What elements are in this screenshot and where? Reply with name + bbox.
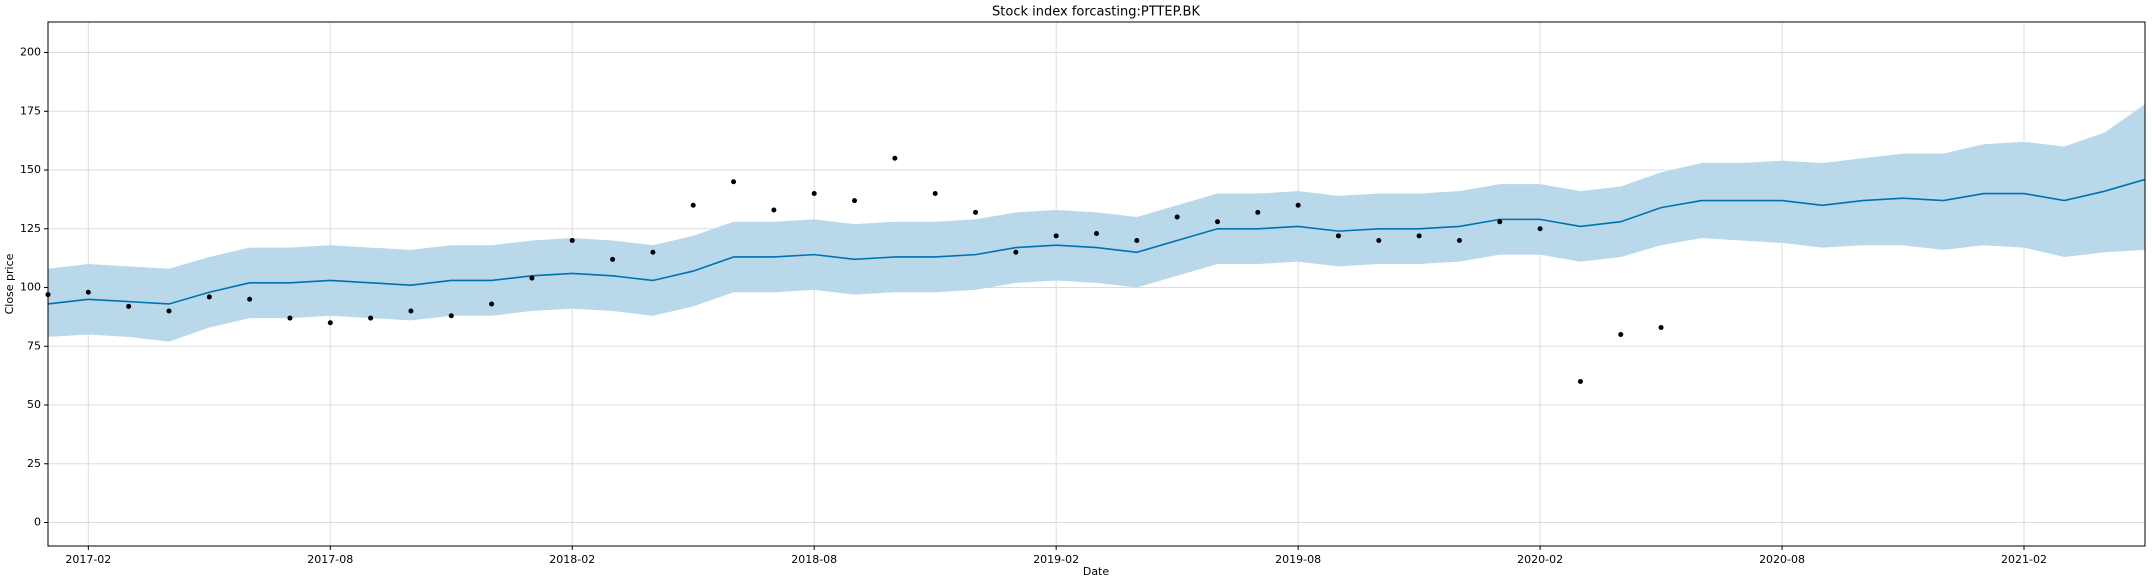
data-point <box>1134 238 1140 244</box>
data-point <box>852 198 858 204</box>
data-point <box>85 289 91 295</box>
y-tick-label: 175 <box>20 104 41 117</box>
y-tick-label: 25 <box>27 457 41 470</box>
data-point <box>1577 379 1583 385</box>
y-axis-label: Close price <box>3 253 16 314</box>
data-point <box>247 296 253 302</box>
data-point <box>166 308 172 314</box>
data-point <box>489 301 495 307</box>
y-tick-label: 150 <box>20 163 41 176</box>
chart-title: Stock index forcasting:PTTEP.BK <box>992 5 1200 20</box>
data-point <box>1295 202 1301 208</box>
forecast-line <box>47 178 2146 305</box>
x-tick-label: 2018-08 <box>791 553 837 566</box>
y-tick-label: 75 <box>27 339 41 352</box>
data-point <box>1255 209 1261 215</box>
data-point <box>811 191 817 197</box>
data-point <box>1094 230 1099 236</box>
x-axis-label: Date <box>1083 565 1110 578</box>
data-point <box>892 155 898 161</box>
data-point <box>1537 226 1543 232</box>
plot-area <box>45 22 2146 546</box>
x-tick-label: 2020-08 <box>1759 553 1805 566</box>
data-point <box>1214 219 1220 225</box>
y-tick-label: 0 <box>34 516 41 529</box>
x-tick-label: 2017-08 <box>307 553 353 566</box>
data-point <box>771 207 777 213</box>
y-tick-label: 200 <box>20 46 41 59</box>
data-point <box>206 294 212 300</box>
x-tick-label: 2018-02 <box>549 553 595 566</box>
data-point <box>327 320 333 326</box>
x-tick-label: 2020-02 <box>1517 553 1563 566</box>
data-point <box>1174 214 1180 220</box>
x-tick-label: 2019-08 <box>1275 553 1321 566</box>
data-point <box>1618 332 1624 338</box>
data-point <box>610 256 616 262</box>
data-point <box>126 303 132 309</box>
y-tick-label: 125 <box>20 222 41 235</box>
y-tick-label: 100 <box>20 281 41 294</box>
x-tick-label: 2021-02 <box>2001 553 2047 566</box>
data-point <box>973 209 979 215</box>
plot-frame <box>47 21 2146 547</box>
data-point <box>932 191 938 197</box>
data-point <box>690 202 696 208</box>
data-point <box>1416 233 1422 239</box>
data-point <box>1013 249 1019 255</box>
x-tick-label: 2019-02 <box>1033 553 1079 566</box>
data-point <box>448 313 454 319</box>
data-point <box>1376 238 1382 244</box>
data-point <box>1053 233 1059 239</box>
data-point <box>529 275 535 281</box>
data-point <box>1658 324 1664 330</box>
y-tick-label: 50 <box>27 398 41 411</box>
data-point <box>1497 219 1503 225</box>
x-tick-label: 2017-02 <box>65 553 111 566</box>
data-point <box>569 238 575 244</box>
data-point <box>287 315 293 321</box>
data-point <box>1456 238 1462 244</box>
uncertainty-band <box>48 104 2145 342</box>
data-point <box>408 308 414 314</box>
data-point <box>650 249 656 255</box>
data-point <box>1335 233 1341 239</box>
data-point <box>731 179 737 185</box>
data-point <box>368 315 374 321</box>
